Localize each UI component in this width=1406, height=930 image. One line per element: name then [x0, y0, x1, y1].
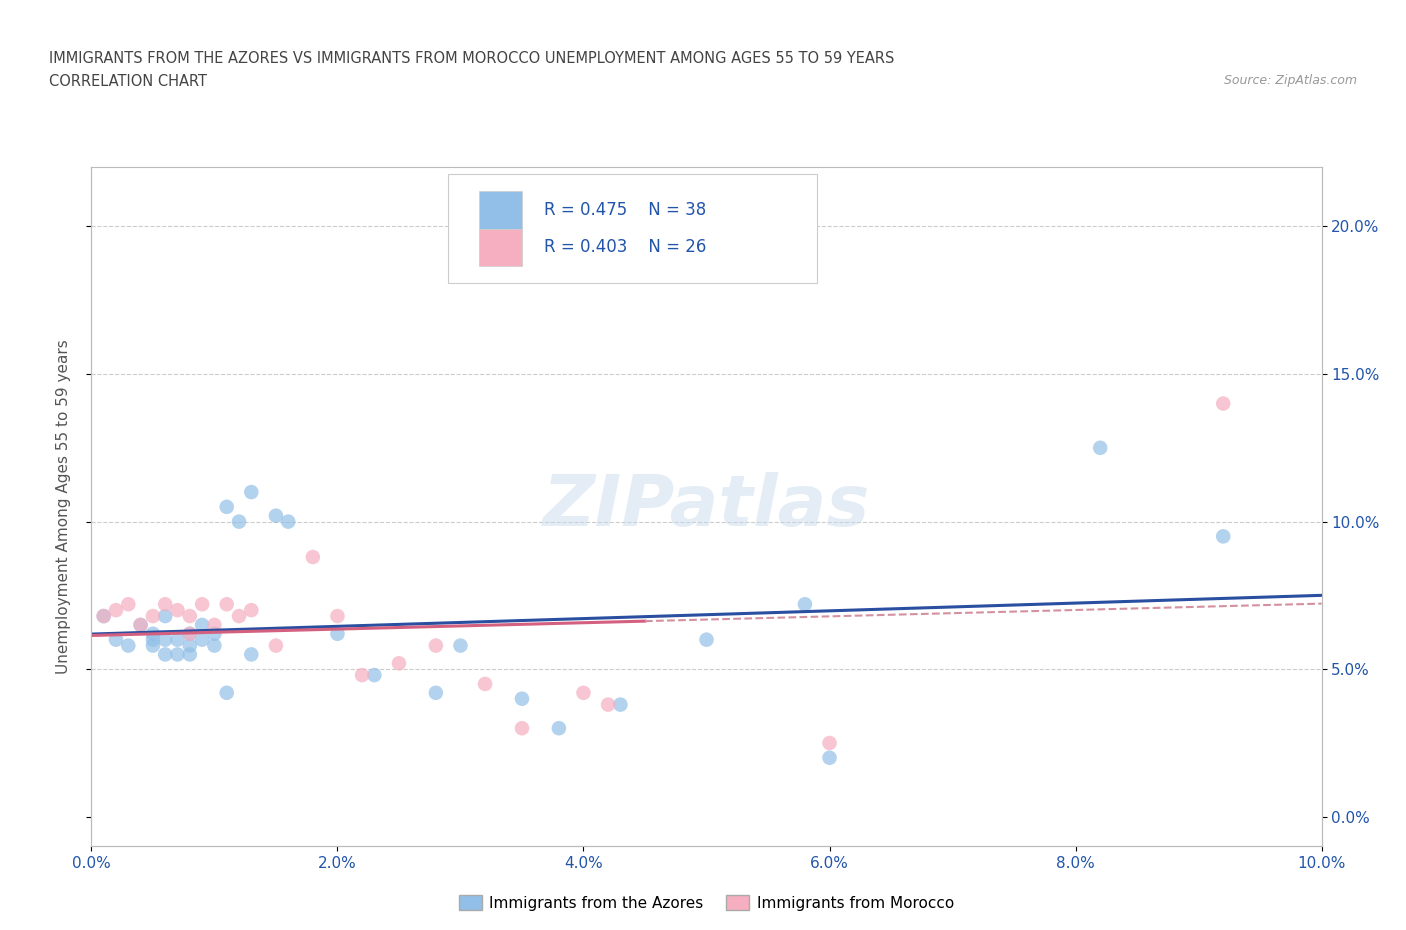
Text: CORRELATION CHART: CORRELATION CHART	[49, 74, 207, 89]
Text: IMMIGRANTS FROM THE AZORES VS IMMIGRANTS FROM MOROCCO UNEMPLOYMENT AMONG AGES 55: IMMIGRANTS FROM THE AZORES VS IMMIGRANTS…	[49, 51, 894, 66]
Point	[179, 626, 201, 641]
Point	[166, 603, 188, 618]
Point	[191, 597, 214, 612]
Point	[277, 514, 299, 529]
Point	[166, 632, 188, 647]
Point	[425, 638, 447, 653]
Point	[117, 597, 139, 612]
Point	[191, 618, 214, 632]
Point	[93, 608, 115, 623]
Point	[228, 514, 250, 529]
FancyBboxPatch shape	[449, 174, 817, 283]
Point	[153, 632, 177, 647]
Point	[179, 608, 201, 623]
Point	[179, 638, 201, 653]
Point	[240, 485, 263, 499]
Point	[388, 656, 411, 671]
Point	[105, 603, 127, 618]
Point	[93, 608, 115, 623]
Point	[215, 685, 238, 700]
Point	[818, 736, 841, 751]
Point	[179, 626, 201, 641]
Point	[547, 721, 569, 736]
Point	[596, 698, 619, 712]
Point	[264, 638, 287, 653]
FancyBboxPatch shape	[479, 192, 522, 229]
Point	[326, 626, 349, 641]
Text: ZIPatlas: ZIPatlas	[543, 472, 870, 541]
FancyBboxPatch shape	[479, 229, 522, 266]
Point	[572, 685, 595, 700]
Point	[142, 626, 165, 641]
Point	[202, 626, 225, 641]
Point	[510, 721, 533, 736]
Point	[240, 603, 263, 618]
Point	[179, 647, 201, 662]
Legend: Immigrants from the Azores, Immigrants from Morocco: Immigrants from the Azores, Immigrants f…	[453, 888, 960, 917]
Point	[326, 608, 349, 623]
Point	[793, 597, 815, 612]
Text: Source: ZipAtlas.com: Source: ZipAtlas.com	[1223, 74, 1357, 87]
Point	[117, 638, 139, 653]
Point	[142, 632, 165, 647]
Point	[105, 632, 127, 647]
Point	[215, 499, 238, 514]
Point	[202, 618, 225, 632]
Point	[264, 509, 287, 524]
Point	[153, 608, 177, 623]
Point	[166, 647, 188, 662]
Point	[1088, 441, 1111, 456]
Point	[363, 668, 385, 683]
Point	[696, 632, 718, 647]
Y-axis label: Unemployment Among Ages 55 to 59 years: Unemployment Among Ages 55 to 59 years	[56, 339, 70, 674]
Point	[350, 668, 373, 683]
Point	[425, 685, 447, 700]
Point	[153, 597, 177, 612]
Point	[228, 608, 250, 623]
Text: R = 0.403    N = 26: R = 0.403 N = 26	[544, 238, 706, 256]
Point	[153, 647, 177, 662]
Point	[142, 608, 165, 623]
Point	[202, 638, 225, 653]
Point	[449, 638, 471, 653]
Point	[474, 676, 496, 691]
Point	[215, 597, 238, 612]
Point	[129, 618, 152, 632]
Point	[818, 751, 841, 765]
Point	[1212, 529, 1234, 544]
Text: R = 0.475    N = 38: R = 0.475 N = 38	[544, 201, 706, 219]
Point	[191, 632, 214, 647]
Point	[129, 618, 152, 632]
Point	[510, 691, 533, 706]
Point	[1212, 396, 1234, 411]
Point	[240, 647, 263, 662]
Point	[609, 698, 631, 712]
Point	[142, 638, 165, 653]
Point	[301, 550, 323, 565]
